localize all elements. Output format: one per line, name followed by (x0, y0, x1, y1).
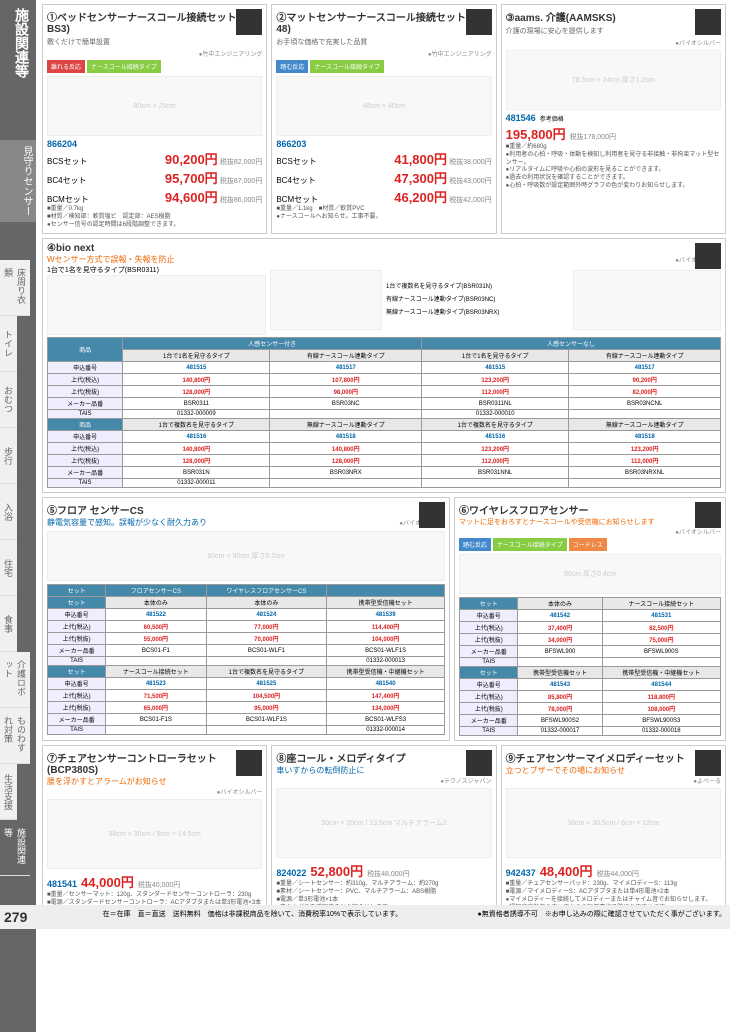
qr-icon (695, 9, 721, 35)
qr-icon (695, 502, 721, 528)
product-image: 38cm × 30cm / 9cm × 14.5cm (47, 799, 262, 869)
price: 52,800円 (310, 861, 363, 880)
product-code: 866203 (276, 139, 491, 149)
product-code: 481541 (47, 879, 77, 889)
price: 195,800円 (506, 124, 566, 143)
footer-note: 在＝在庫 直＝直送 送料無料 価格は非課税商品を除いて、消費税率10%で表示して… (103, 909, 403, 925)
product-title: ③aams. 介護(AAMSKS) (506, 9, 721, 24)
nav-tab[interactable]: トイレ (0, 316, 17, 372)
page-footer: 279 在＝在庫 直＝直送 送料無料 価格は非課税商品を除いて、消費税率10%で… (0, 905, 730, 929)
product-title: ⑦チェアセンサーコントローラセット(BCP380S) (47, 750, 262, 776)
product-subtitle: 敷くだけで簡単設置 (47, 37, 262, 47)
nav-tab[interactable]: 生活支援 (0, 764, 17, 820)
tag: コードレス (569, 538, 607, 551)
nav-tab[interactable]: おむつ (0, 372, 17, 428)
product-card-1: ①ベッドセンサーナースコール接続セット(BX-BS3) 敷くだけで簡単設置 ●竹… (42, 4, 267, 234)
maker-label: ●竹中エンジニアリング (276, 49, 491, 58)
tag: ナースコール接続タイプ (310, 60, 384, 73)
product-card-9: ⑨チェアセンサーマイメロディーセット 立つとブザーでその場にお知らせ ●よべーる… (501, 745, 726, 925)
product-image: 38cm × 30.5cm / 6cm × 12cm (506, 788, 721, 858)
nav-tabs: 床周り衣類トイレおむつ歩行入浴住宅食事介護ロボットものわすれ対策生活支援施設関連… (0, 260, 36, 876)
tag: 踏む反応 (276, 60, 308, 73)
product-code: 942437 (506, 868, 536, 878)
page-number: 279 (4, 909, 27, 925)
spec-table: セット本体のみナースコール接続セット申込番号481542481531上代(税込)… (459, 597, 721, 736)
nav-tab[interactable]: 施設関連等 (0, 820, 30, 876)
product-image (573, 270, 721, 330)
nav-tab[interactable]: 床周り衣類 (0, 260, 30, 316)
footer-note: ●無資格者誘導不可 ※お申し込みの際に確認させていただく事がございます。 (477, 909, 726, 925)
qr-icon (236, 9, 262, 35)
maker-label: ●バイオシルバー (459, 527, 721, 536)
qr-icon (695, 750, 721, 776)
product-subtitle: お手頃な価格で充実した品質 (276, 37, 491, 47)
product-image: 90cm 厚さ0.4cm (459, 554, 721, 594)
qr-icon (466, 9, 492, 35)
product-image: 60cm × 90cm 厚さ0.2cm (47, 531, 445, 581)
tag: 踏む反応 (459, 538, 491, 551)
product-image (47, 275, 266, 335)
product-card-3: ③aams. 介護(AAMSKS) 介護の現場に安心を提供します ●バイオシルバ… (501, 4, 726, 234)
nav-tab[interactable]: 入浴 (0, 484, 17, 540)
product-card-8: ⑧座コール・メロディタイプ 車いすからの転倒防止に ●テクノスジャパン 30cm… (271, 745, 496, 925)
product-card-7: ⑦チェアセンサーコントローラセット(BCP380S) 腰を浮かすとアラームがお知… (42, 745, 267, 925)
product-card-2: ②マットセンサーナースコール接続セット(MA-48) お手頃な価格で充実した品質… (271, 4, 496, 234)
product-code: 866204 (47, 139, 262, 149)
product-card-5: ⑤フロア センサーCS 静電気容量で感知。誤報が少なく耐久力あり●バイオシルバー… (42, 497, 450, 741)
product-code: 481546 (506, 113, 536, 123)
product-title: ⑥ワイヤレスフロアセンサー (459, 502, 721, 517)
tag: 離れる反応 (47, 60, 85, 73)
product-code: 824022 (276, 868, 306, 878)
spec-table: セットフロアセンサーCSワイヤレスフロアセンサーCSセット本体のみ本体のみ携帯型… (47, 584, 445, 735)
product-title: ⑨チェアセンサーマイメロディーセット (506, 750, 721, 765)
product-title: ②マットセンサーナースコール接続セット(MA-48) (276, 9, 491, 35)
qr-icon (419, 502, 445, 528)
maker-label: ●竹中エンジニアリング (47, 49, 262, 58)
maker-label: ●テクノスジャパン (276, 776, 491, 785)
sidebar-subcategory: 見守りセンサー (0, 140, 36, 222)
tag: ナースコール接続タイプ (87, 60, 161, 73)
product-card-6: ⑥ワイヤレスフロアセンサー マットに足をおろすとナースコールや受信機にお知らせし… (454, 497, 726, 741)
product-title: ④bio next (47, 243, 721, 254)
qr-icon (466, 750, 492, 776)
maker-label: ●バイオシルバー (47, 787, 262, 796)
product-title: ⑤フロア センサーCS (47, 502, 445, 517)
product-image: 48cm × 40cm (276, 76, 491, 136)
product-image: 30cm × 20cm / 13.5cm マルチアラーム2 (276, 788, 491, 858)
nav-tab[interactable]: 介護ロボット (0, 652, 30, 708)
product-image: 78.5cm × 24cm 厚さ1.2cm (506, 50, 721, 110)
nav-tab[interactable]: ものわすれ対策 (0, 708, 30, 764)
spec-table: 商品人感センサー付き人感センサーなし1台で1名を見守るタイプ有線ナースコール連動… (47, 337, 721, 488)
maker-label: ●よべーる (506, 776, 721, 785)
nav-tab[interactable]: 食事 (0, 596, 17, 652)
nav-tab[interactable]: 住宅 (0, 540, 17, 596)
product-image: 80cm × 25cm (47, 76, 262, 136)
product-card-4: ④bio next Wセンサー方式で誤報・失報を防止●バイオシルバー 1台で1名… (42, 238, 726, 493)
product-subtitle: 介護の現場に安心を提供します (506, 26, 721, 36)
price: 48,400円 (540, 861, 593, 880)
qr-icon (236, 750, 262, 776)
qr-icon (695, 243, 721, 269)
price: 44,000円 (81, 872, 134, 891)
tag: ナースコール接続タイプ (493, 538, 567, 551)
maker-label: ●バイオシルバー (506, 38, 721, 47)
product-image (270, 270, 382, 330)
product-title: ①ベッドセンサーナースコール接続セット(BX-BS3) (47, 9, 262, 35)
nav-tab[interactable]: 歩行 (0, 428, 17, 484)
product-title: ⑧座コール・メロディタイプ (276, 750, 491, 765)
